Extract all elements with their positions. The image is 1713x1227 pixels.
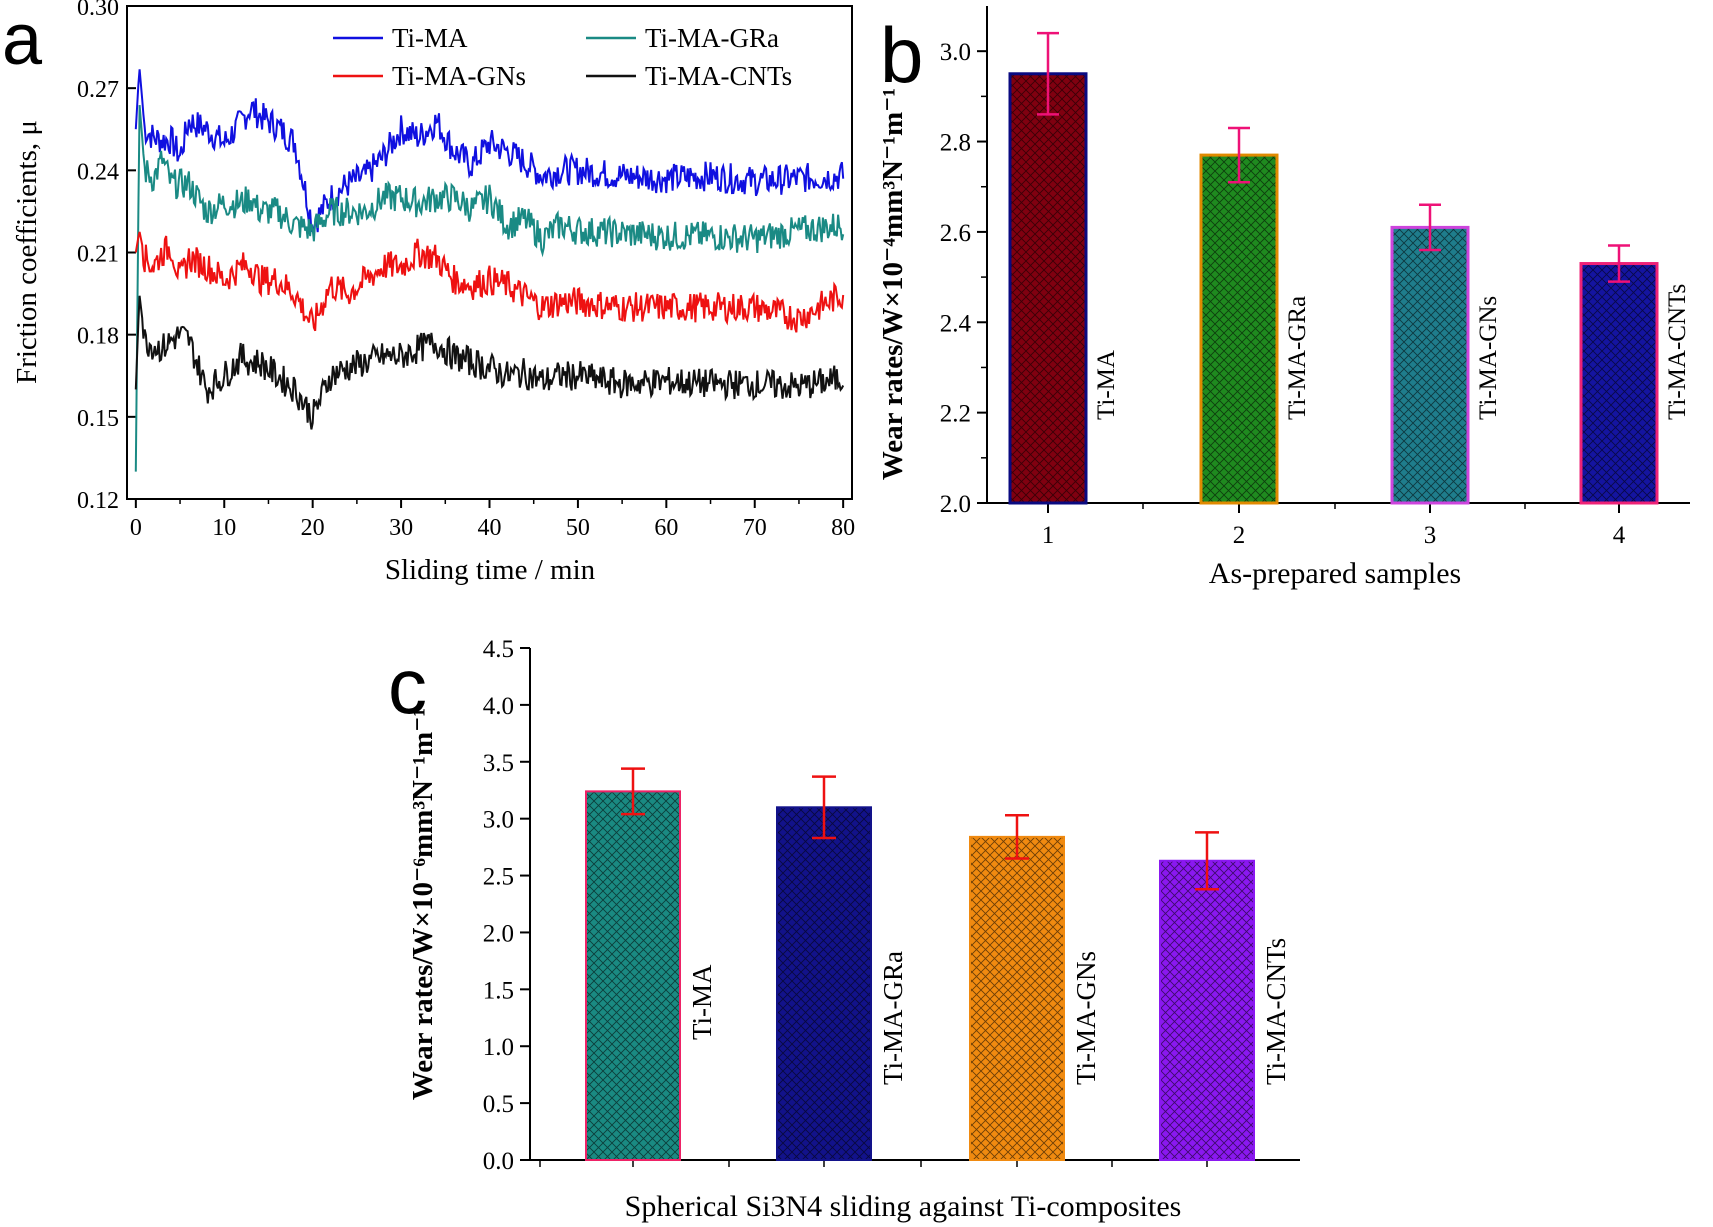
panel-a-legend: Ti-MA Ti-MA-GRa Ti-MA-GNs Ti-MA-CNTs <box>333 23 792 91</box>
panel-c-x-ticks <box>539 1160 1208 1167</box>
y-tick-label: 0.5 <box>483 1091 514 1118</box>
y-tick-label: 3.0 <box>940 39 971 66</box>
x-tick-label: 10 <box>212 515 236 541</box>
y-tick-label: 2.8 <box>940 130 971 157</box>
y-tick-label: 4.0 <box>483 693 514 720</box>
x-tick-label: 80 <box>831 515 855 541</box>
y-tick-label: 0.21 <box>77 242 119 268</box>
panel-b: b 2.0 2.2 2.4 2.6 2.8 3.0 1 2 3 4 Ti-MA Ti-MA-GRa… <box>877 6 1691 590</box>
legend-label-ti-ma: Ti-MA <box>392 23 468 53</box>
bar-hatch-ti-ma-cnts <box>1159 859 1255 1162</box>
x-tick-label: 20 <box>301 515 325 541</box>
y-tick-label: 4.5 <box>483 636 514 663</box>
bar-label-ti-ma-gra: Ti-MA-GRa <box>878 951 908 1085</box>
bar-hatch-ti-ma-gra <box>1199 153 1279 505</box>
bar-label-ti-ma-gra: Ti-MA-GRa <box>1284 296 1311 420</box>
series-line-ti-ma <box>134 69 845 236</box>
legend-label-ti-ma-gra: Ti-MA-GRa <box>645 23 779 53</box>
y-tick-label: 1.0 <box>483 1034 514 1061</box>
series-line-ti-ma-gns <box>134 231 845 333</box>
panel-b-y-axis-label: Wear rates/W×10⁻⁴mm³N⁻¹m⁻¹ <box>877 88 909 480</box>
panel-c-label: c <box>388 642 427 730</box>
y-tick-label: 1.5 <box>483 977 514 1004</box>
bar-hatch-ti-ma-gns <box>969 835 1065 1161</box>
x-tick-label: 4 <box>1613 522 1626 549</box>
y-tick-label: 2.5 <box>483 864 514 891</box>
panel-a-y-ticks: 0.12 0.15 0.18 0.21 0.24 0.27 0.30 <box>77 0 136 514</box>
panel-a-x-ticks: 0 10 20 30 40 50 60 70 80 <box>130 499 855 541</box>
x-tick-label: 2 <box>1233 522 1246 549</box>
y-tick-label: 0.27 <box>77 77 119 103</box>
y-tick-label: 0.0 <box>483 1148 514 1175</box>
panel-b-x-axis-label: As-prepared samples <box>1209 557 1461 590</box>
y-tick-label: 2.0 <box>483 920 514 947</box>
bar-hatch-ti-ma <box>1008 72 1088 505</box>
series-line-ti-ma-cnts <box>134 295 845 430</box>
panel-a-series-lines <box>134 69 845 472</box>
x-tick-label: 30 <box>389 515 413 541</box>
panel-b-y-ticks: 2.0 2.2 2.4 2.6 2.8 3.0 <box>940 39 987 518</box>
panel-c: c 0.00.51.01.52.02.53.03.54.04.5 Ti-MA Ti… <box>388 636 1300 1223</box>
panel-a-x-axis-label: Sliding time / min <box>385 554 596 586</box>
x-tick-label: 70 <box>743 515 767 541</box>
y-tick-label: 0.15 <box>77 406 119 432</box>
panel-c-y-ticks: 0.0 0.5 1.0 1.5 2.0 2.5 3.0 3.5 4.0 4.5 <box>483 636 530 1175</box>
x-tick-label: 3 <box>1424 522 1437 549</box>
bar-label-ti-ma-cnts: Ti-MA-CNTs <box>1664 284 1691 420</box>
x-tick-label: 50 <box>566 515 590 541</box>
y-tick-label: 0.12 <box>77 488 119 514</box>
panel-c-y-axis-label: Wear rates/W×10⁻⁶mm³N⁻¹m⁻¹ <box>407 708 439 1100</box>
legend-label-ti-ma-cnts: Ti-MA-CNTs <box>645 61 792 91</box>
y-tick-label: 2.6 <box>940 220 971 247</box>
panel-b-x-ticks: 1 2 3 4 <box>1042 503 1626 549</box>
bar-hatch-ti-ma-gra <box>776 806 872 1161</box>
bar-label-ti-ma-cnts: Ti-MA-CNTs <box>1261 938 1291 1085</box>
y-tick-label: 2.0 <box>940 491 971 518</box>
panel-c-bars: Ti-MA Ti-MA-GRa Ti-MA-GNs Ti-MA-CNTs <box>585 767 1291 1162</box>
y-tick-label: 2.2 <box>940 401 971 428</box>
bar-label-ti-ma: Ti-MA <box>687 964 717 1040</box>
panel-a-label: a <box>2 0 43 80</box>
bar-hatch-ti-ma-cnts <box>1579 262 1659 505</box>
y-tick-label: 3.0 <box>483 807 514 834</box>
x-tick-label: 60 <box>654 515 678 541</box>
legend-label-ti-ma-gns: Ti-MA-GNs <box>392 61 526 91</box>
x-tick-label: 0 <box>130 515 142 541</box>
bar-hatch-ti-ma-gns <box>1390 225 1470 505</box>
x-tick-label: 40 <box>478 515 502 541</box>
y-tick-label: 2.4 <box>940 310 972 337</box>
bar-label-ti-ma-gns: Ti-MA-GNs <box>1475 296 1502 420</box>
bar-hatch-ti-ma <box>585 790 681 1161</box>
y-tick-label: 3.5 <box>483 750 514 777</box>
panel-b-label: b <box>880 11 923 99</box>
bar-label-ti-ma-gns: Ti-MA-GNs <box>1071 951 1101 1085</box>
panel-b-bars: Ti-MA Ti-MA-GRa Ti-MA-GNs Ti-MA-CNTs <box>1008 31 1691 505</box>
y-tick-label: 0.24 <box>77 159 119 185</box>
bar-label-ti-ma: Ti-MA <box>1093 350 1120 420</box>
y-tick-label: 0.18 <box>77 324 119 350</box>
panel-a-y-axis-label: Friction coefficients, μ <box>11 120 43 384</box>
panel-a: a 0.12 0.15 0.18 0.21 0.24 0.27 0.30 0 10 20 30 40… <box>2 0 855 586</box>
series-line-ti-ma-gra <box>134 105 845 472</box>
x-tick-label: 1 <box>1042 522 1055 549</box>
panel-c-x-axis-label: Spherical Si3N4 sliding against Ti-compo… <box>625 1190 1182 1223</box>
y-tick-label: 0.30 <box>77 0 119 21</box>
